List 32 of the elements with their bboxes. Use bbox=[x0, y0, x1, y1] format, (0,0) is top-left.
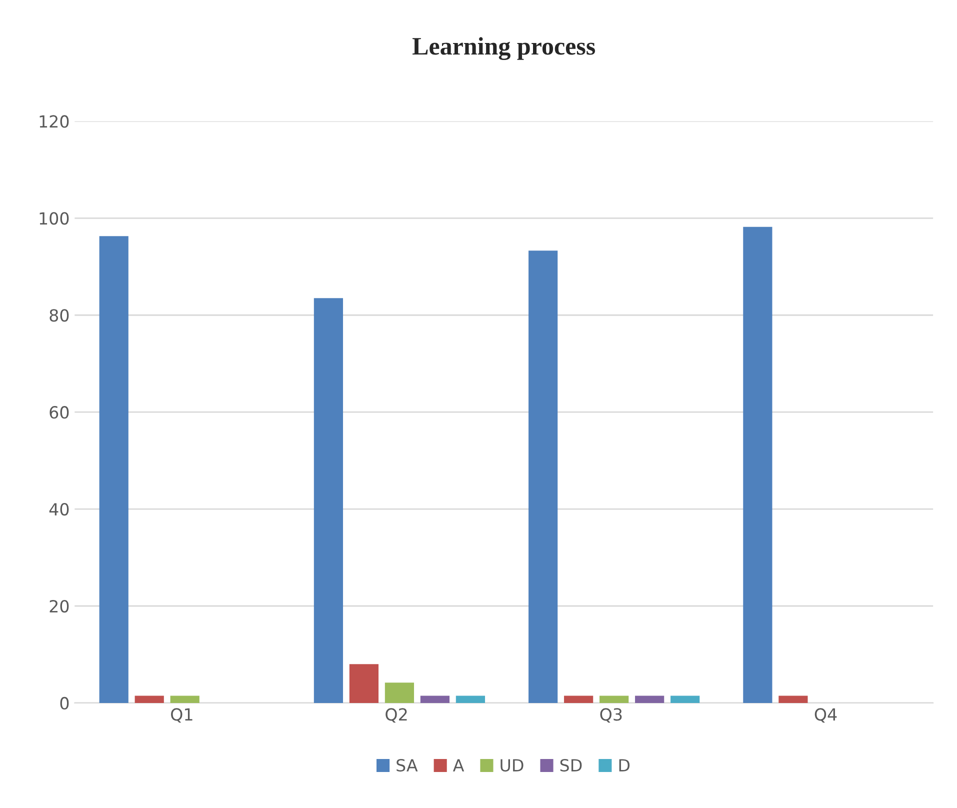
legend-label: SD bbox=[560, 758, 582, 772]
y-tick-label: 20 bbox=[50, 600, 69, 613]
bar bbox=[170, 696, 200, 703]
y-tick-label: 40 bbox=[49, 503, 69, 516]
x-tick-label: Q2 bbox=[386, 708, 407, 723]
x-tick-label: Q4 bbox=[814, 708, 837, 723]
legend-label: UD bbox=[500, 759, 524, 772]
bar bbox=[134, 696, 164, 703]
y-tick-label: 100 bbox=[40, 212, 69, 225]
bar bbox=[314, 298, 344, 703]
legend-label: D bbox=[619, 759, 630, 772]
bar bbox=[600, 696, 629, 703]
bar bbox=[778, 696, 808, 703]
bar bbox=[564, 696, 594, 703]
bar bbox=[420, 696, 450, 703]
bar bbox=[635, 696, 664, 703]
legend-label: A bbox=[452, 759, 464, 772]
bar bbox=[384, 682, 414, 703]
x-tick-label: Q3 bbox=[600, 708, 622, 723]
x-tick-label: Q1 bbox=[171, 708, 192, 723]
y-tick-label: 60 bbox=[50, 406, 69, 419]
y-tick-label: 80 bbox=[50, 309, 69, 322]
bar bbox=[670, 696, 700, 703]
bar bbox=[349, 664, 379, 703]
bar bbox=[99, 236, 128, 703]
bar bbox=[743, 226, 772, 703]
y-tick-label: 120 bbox=[40, 115, 69, 128]
y-tick-label: 0 bbox=[60, 696, 69, 710]
bar bbox=[528, 250, 558, 703]
legend-label: SA bbox=[396, 758, 418, 772]
chart-title: Learning process bbox=[412, 37, 596, 60]
bar bbox=[456, 696, 486, 703]
